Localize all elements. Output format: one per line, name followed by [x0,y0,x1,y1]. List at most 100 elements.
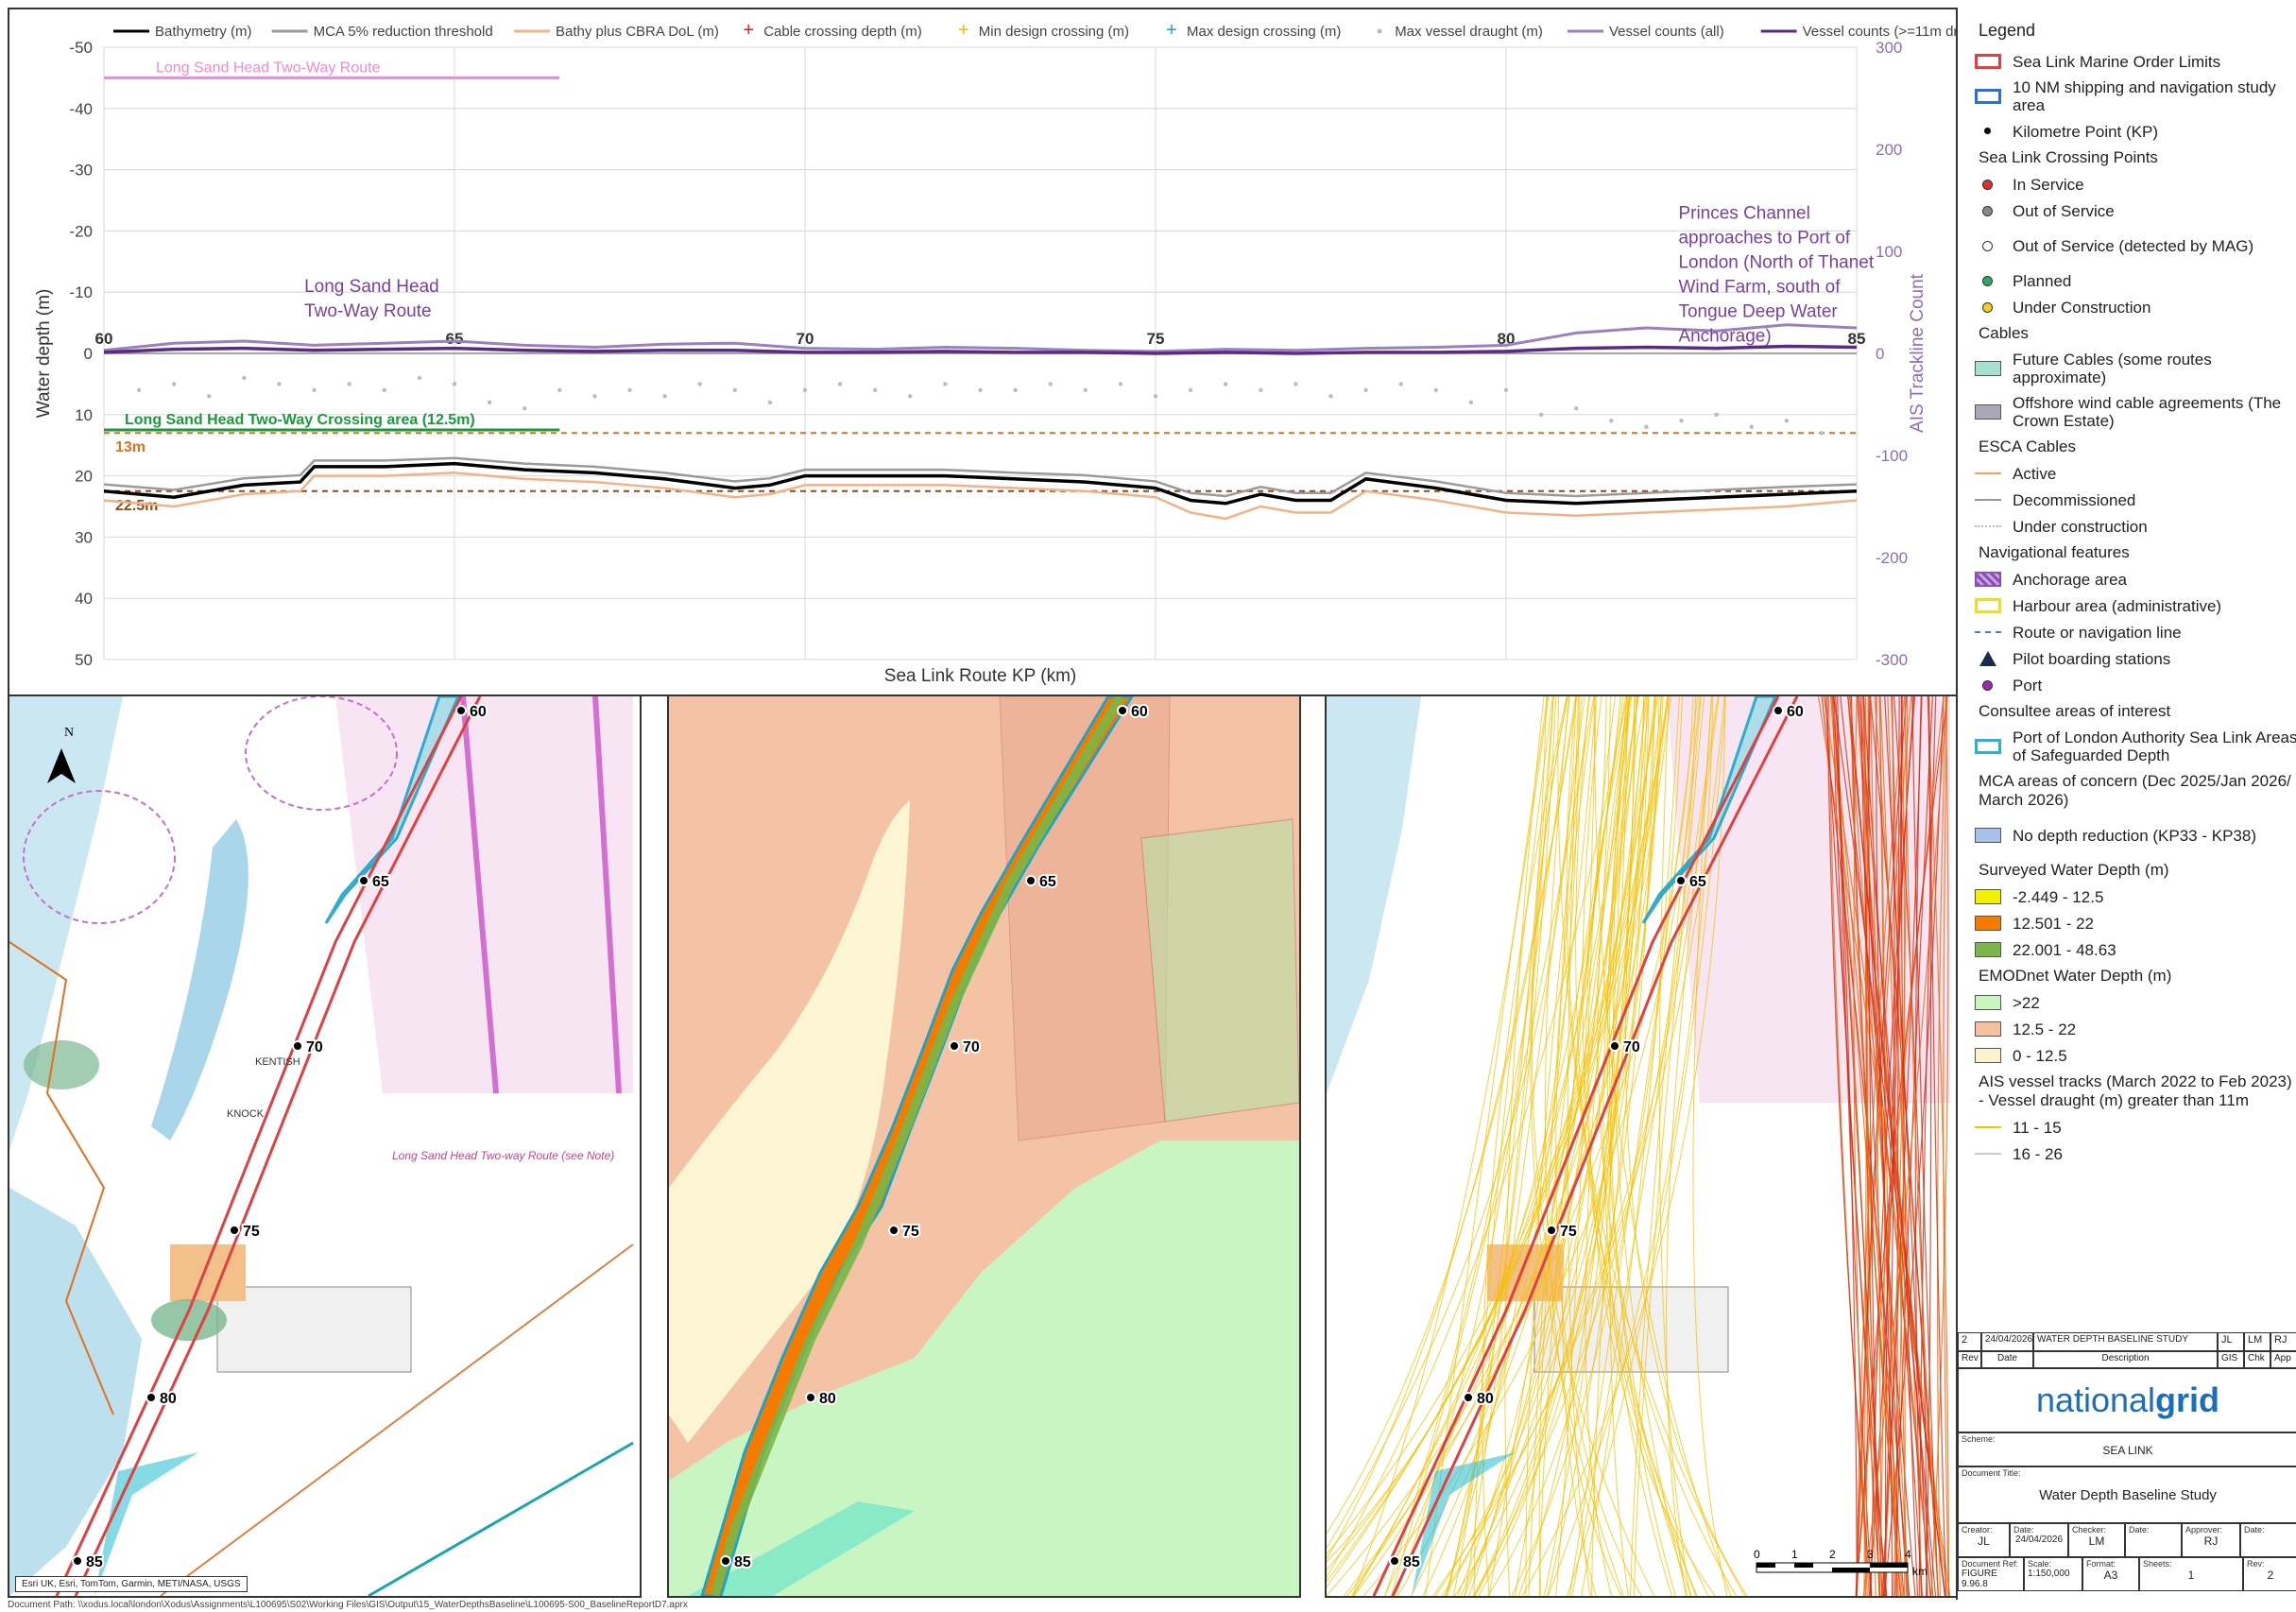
max-draught-point [1714,412,1719,417]
reference-line-label: 13m [115,439,146,455]
kp-label: 80 [1477,1391,1494,1407]
legend-item-label: 11 - 15 [2013,1118,2062,1137]
legend-label: Bathymetry (m) [155,24,252,40]
legend-symbol-icon [1975,995,2001,1010]
legend-item-label: Anchorage area [2013,570,2127,589]
nautical-chart-map[interactable]: N 60 60 65 65 70 70 75 75 80 80 85 85 Long Sand Hea… [8,695,642,1598]
kp-marker [72,1555,83,1567]
legend-entry: + Max design crossing (m) [1166,20,1341,41]
chart-annotation: London (North of Thanet [1678,252,1874,272]
max-draught-point [627,387,632,393]
legend-label: Bathy plus CBRA DoL (m) [556,24,719,40]
ais-track-line [1833,696,1886,1596]
y2-tick-label: 0 [1876,345,1884,363]
ais-tracks-map[interactable]: 60 60 65 65 70 70 75 75 80 80 85 85 0 1 2 3 4 km [1325,695,1958,1598]
range-bar-label: Long Sand Head Two-Way Route [156,60,381,76]
ais-track-line [1530,696,1624,1596]
approver-cell: Approver: RJ [2182,1523,2240,1557]
x-tick-label: 70 [797,330,814,348]
surveyed-depth-map[interactable]: 60 60 65 65 70 70 75 75 80 80 85 85 [667,695,1301,1598]
legend-item-label: Out of Service [2013,201,2115,220]
legend-symbol-icon [1975,1021,2001,1037]
checker-cell: Checker: LM [2068,1523,2125,1557]
legend-entry: + Cable crossing depth (m) [743,20,921,41]
legend-symbol-icon [1975,677,2001,693]
legend-swatch [1377,28,1382,34]
ais-track-line [1856,696,1906,1596]
max-draught-point [1609,419,1614,423]
legend-item: >22 [1958,989,2296,1016]
revision-cell: Rev: 2 [2243,1557,2296,1591]
rev-date: 24/04/2026 [1981,1332,2033,1351]
kp-marker [1546,1225,1557,1236]
legend-symbol-icon [1975,361,2001,376]
kp-label-halo: 85 [1403,1554,1420,1570]
ais-track-line [1879,696,1908,1596]
legend-item-label: >22 [2013,993,2040,1012]
chart-annotation: approaches to Port of [1678,228,1850,248]
legend-label: MCA 5% reduction threshold [314,24,493,40]
legend-item-label: Future Cables (some routes approximate) [2013,351,2212,386]
legend-entry: MCA 5% reduction threshold [271,24,493,40]
kp-label: 80 [160,1391,177,1407]
legend-item-label: Out of Service (detected by MAG) [2013,236,2254,255]
scheme-name: SEA LINK [2102,1444,2153,1457]
kp-label: 85 [86,1554,103,1570]
national-grid-logo: national grid [1958,1368,2296,1432]
ais-track-line [1473,696,1697,1596]
ais-track-line [1881,696,1923,1596]
kp-label-halo: 70 [963,1039,980,1055]
legend-symbol-icon [1975,916,2001,931]
legend-item: Out of Service [1958,197,2296,224]
map-attribution: Esri UK, Esri, TomTom, Garmin, METI/NASA… [15,1576,248,1592]
legend-item: Sea Link Marine Order Limits [1958,48,2296,75]
legend-item: Kilometre Point (KP) [1958,118,2296,145]
legend-symbol-icon [1975,889,2001,904]
legend-label: Max vessel draught (m) [1395,24,1543,40]
legend-item-label: 12.501 - 22 [2013,914,2095,933]
kp-marker [292,1040,303,1052]
max-draught-point [557,387,562,393]
legend-section-heading: Navigational features [1979,543,2130,561]
legend-symbol-icon [1975,828,2001,843]
kp-label: 80 [819,1391,836,1407]
kp-label: 65 [1039,874,1056,890]
ais-track-line [1658,696,1691,1596]
legend-entry: Max vessel draught (m) [1377,24,1543,40]
legend-item-label: Harbour area (administrative) [2013,596,2222,615]
ais-track-line [1857,696,1893,1596]
legend-item-label: Port [2013,676,2043,695]
max-draught-point [487,400,492,405]
chart-annotation: Long Sand Head [304,277,439,297]
legend-item-label: Under Construction [2013,298,2151,317]
ais-track-line [1478,696,1645,1596]
document-title-cell: Document Title: Water Depth Baseline Stu… [1958,1466,2296,1523]
legend-section-heading: Cables [1979,324,2029,342]
legend-item: 16 - 26 [1958,1140,2296,1167]
ais-track-line [1422,696,1580,1596]
rev-description: WATER DEPTH BASELINE STUDY [2033,1332,2218,1351]
kp-marker [1025,875,1037,886]
ais-track-line [1904,696,1939,1596]
legend-symbol-icon [1975,572,2001,587]
legend-item-label: Kilometre Point (KP) [2013,122,2158,141]
ais-track-line [1445,696,1597,1596]
legend-section-heading: ESCA Cables [1979,437,2076,455]
max-draught-point [1259,387,1263,393]
legend-swatch: + [958,20,969,41]
max-draught-point [1048,382,1053,386]
max-draught-point [277,382,282,386]
ais-track-line [1547,696,1650,1596]
rev-number: 2 [1958,1332,1981,1351]
y-tick-label: -20 [69,222,93,240]
y-tick-label: 20 [75,468,93,486]
kp-label: 60 [1131,704,1148,720]
ais-track-line [1606,696,1692,1596]
kp-label-halo: 80 [1477,1391,1494,1407]
ais-track-line [1847,696,1910,1596]
map-place-label: KNOCK [227,1108,265,1120]
kp-marker [1675,875,1687,886]
max-draught-point [242,375,247,381]
svg-text:4: 4 [1905,1548,1911,1561]
legend-item-label: 12.5 - 22 [2013,1020,2077,1038]
